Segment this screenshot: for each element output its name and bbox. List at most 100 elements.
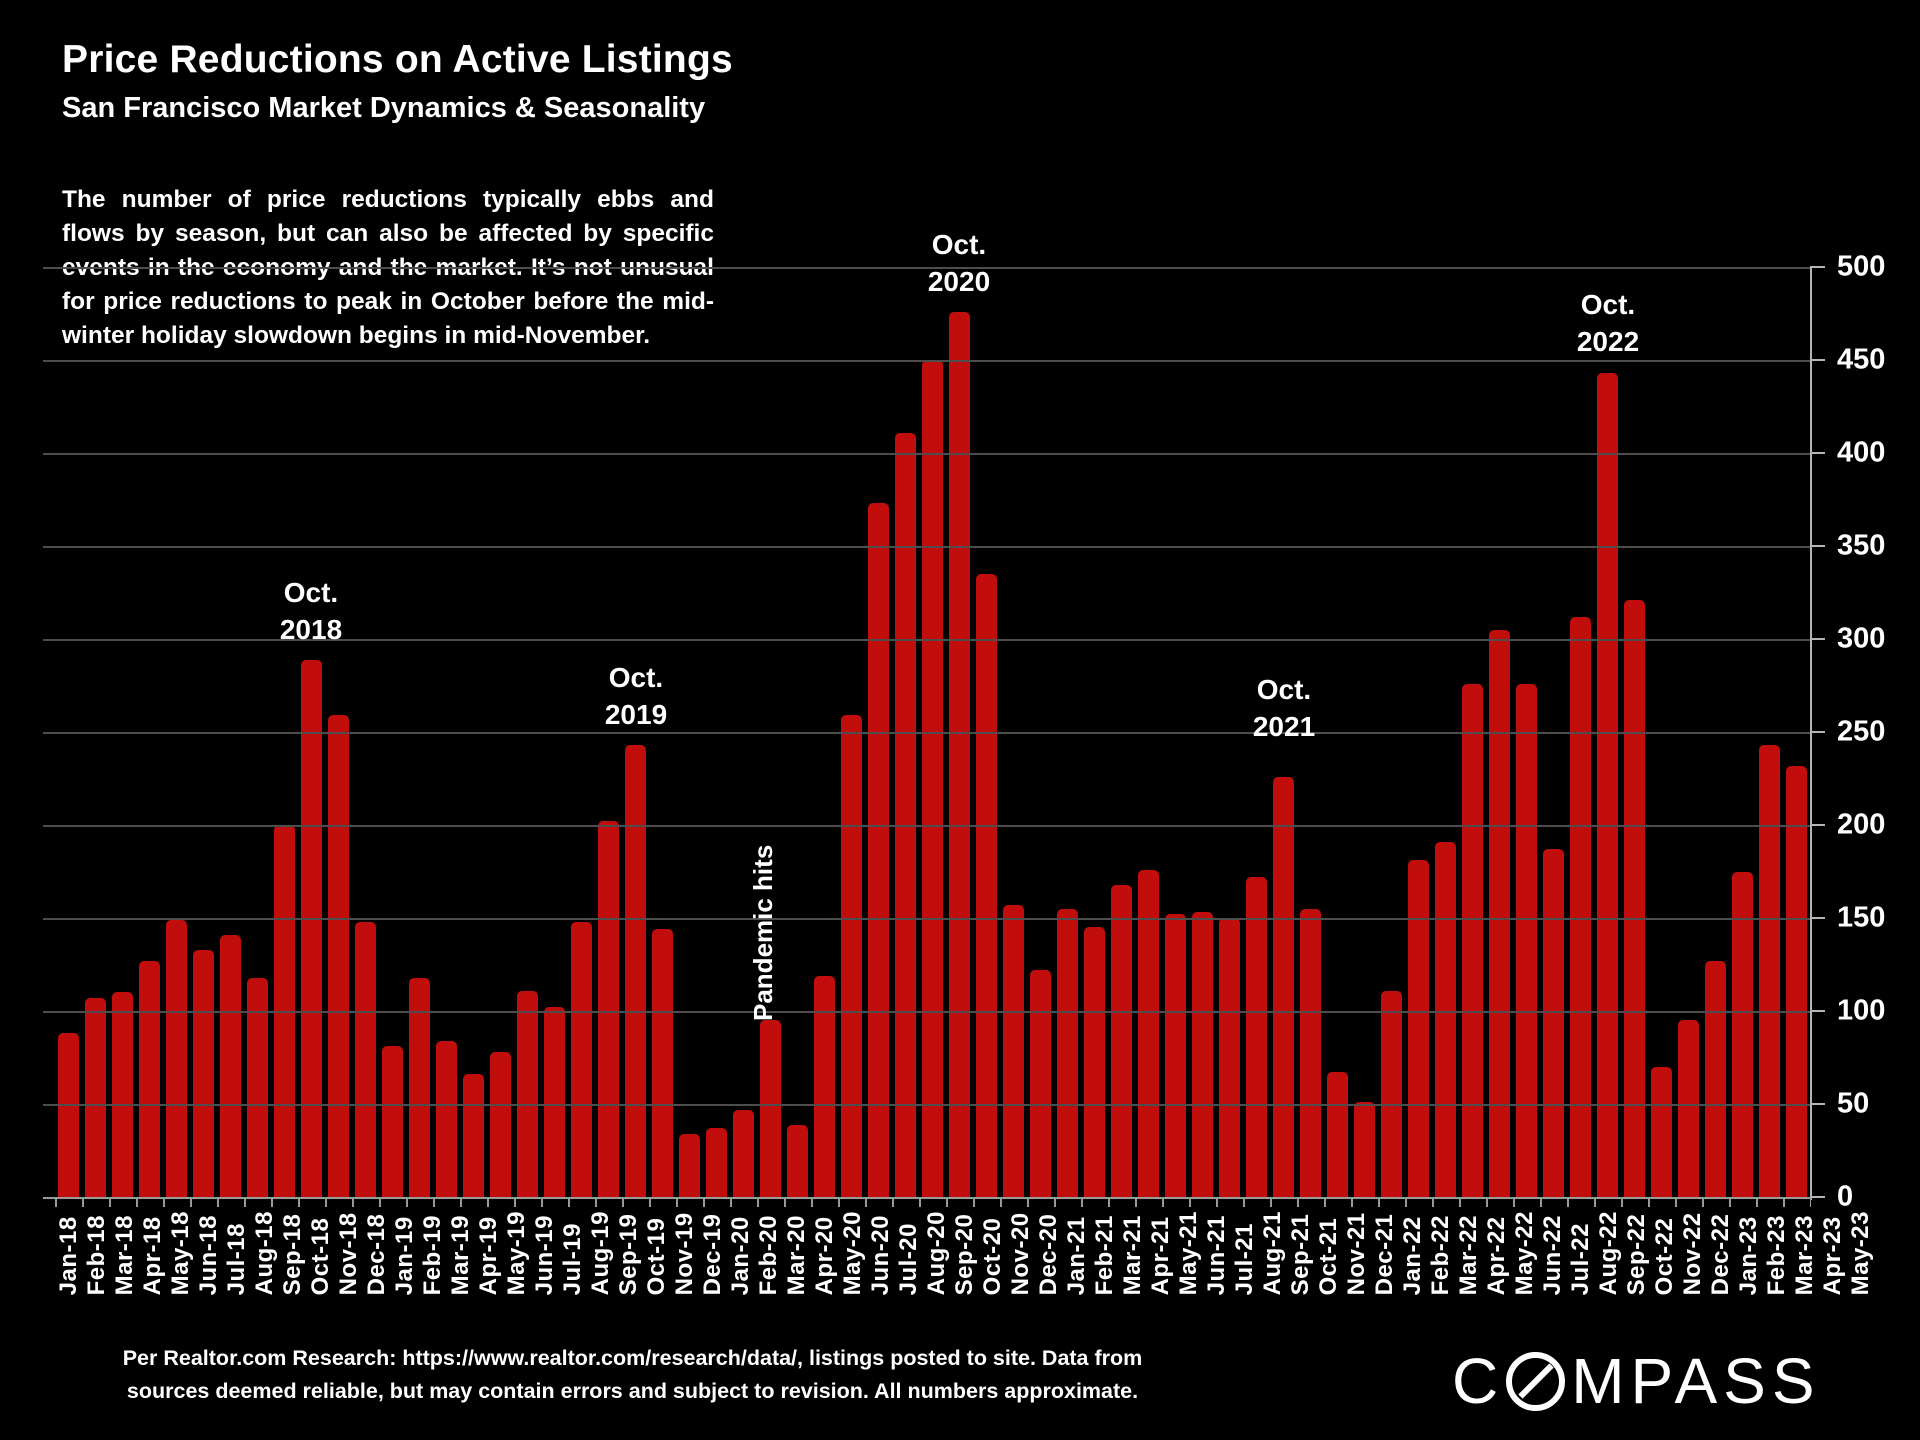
bar-Apr-23	[1759, 745, 1780, 1197]
y-axis-label: 150	[1837, 901, 1886, 934]
x-label-cell: Nov-19	[671, 1211, 699, 1295]
x-axis-label: Oct-21	[1315, 1217, 1342, 1296]
x-axis-label: Jan-21	[1063, 1216, 1090, 1296]
bar-Sep-21	[1246, 877, 1267, 1197]
y-tick-150	[1810, 917, 1825, 919]
bar-Oct-22	[1597, 373, 1618, 1197]
bar-Nov-19	[652, 929, 673, 1197]
x-axis-label: Jan-19	[391, 1216, 418, 1296]
bar-cell	[676, 267, 703, 1197]
x-axis-label: May-23	[1847, 1211, 1874, 1296]
bar-Jan-23	[1678, 1020, 1699, 1197]
x-axis-label: Apr-18	[139, 1216, 166, 1296]
y-axis-label: 0	[1837, 1180, 1854, 1213]
x-label-cell: Mar-18	[111, 1211, 139, 1295]
bar-Jan-19	[382, 1046, 403, 1197]
x-label-cell: Jul-19	[559, 1211, 587, 1295]
bar-cell	[1594, 267, 1621, 1197]
gridline-250	[43, 732, 1810, 734]
bar-Jan-22	[1354, 1102, 1375, 1197]
bar-Jul-19	[544, 1007, 565, 1197]
x-axis-label: Jun-21	[1203, 1215, 1230, 1296]
x-label-cell: May-20	[839, 1211, 867, 1295]
bar-cell	[892, 267, 919, 1197]
x-axis-label: Feb-18	[83, 1215, 110, 1296]
bar-cell	[136, 267, 163, 1197]
x-axis-label: Oct-18	[307, 1217, 334, 1296]
x-axis-label: Feb-20	[755, 1215, 782, 1296]
bar-cell	[730, 267, 757, 1197]
bar-cell	[1243, 267, 1270, 1197]
bar-Apr-19	[463, 1074, 484, 1197]
y-axis-line	[1810, 266, 1812, 1200]
x-label-cell: Apr-23	[1819, 1211, 1847, 1295]
x-label-cell: Aug-22	[1595, 1211, 1623, 1295]
bar-cell	[325, 267, 352, 1197]
bar-cell	[1729, 267, 1756, 1197]
peak-annotation-2018: Oct. 2018	[279, 577, 343, 645]
bar-Feb-20	[733, 1109, 754, 1197]
bar-cell	[541, 267, 568, 1197]
y-tick-400	[1810, 452, 1825, 454]
x-label-cell: Aug-21	[1259, 1211, 1287, 1295]
bar-cell	[757, 267, 784, 1197]
x-label-cell: Jan-23	[1735, 1211, 1763, 1295]
x-axis-label: Mar-18	[111, 1215, 138, 1296]
x-label-cell: May-18	[167, 1211, 195, 1295]
x-axis-label: May-21	[1175, 1211, 1202, 1296]
x-axis-label: Apr-23	[1819, 1216, 1846, 1296]
x-label-cell: Oct-21	[1315, 1211, 1343, 1296]
peak-annotation-2020: Oct. 2020	[927, 229, 991, 297]
x-axis-label: Oct-19	[643, 1217, 670, 1296]
bar-cell	[1351, 267, 1378, 1197]
x-label-cell: Dec-19	[699, 1211, 727, 1296]
bar-cell	[1459, 267, 1486, 1197]
bar-Apr-20	[787, 1124, 808, 1197]
x-label-cell: Nov-20	[1007, 1211, 1035, 1295]
x-axis-label: Dec-19	[699, 1213, 726, 1296]
x-axis-label: Mar-21	[1119, 1215, 1146, 1296]
bar-Feb-21	[1057, 908, 1078, 1197]
bar-cell	[649, 267, 676, 1197]
gridline-450	[43, 360, 1810, 362]
bar-Mar-21	[1084, 927, 1105, 1197]
y-tick-0	[1810, 1196, 1825, 1198]
x-label-cell: Aug-19	[587, 1211, 615, 1295]
bar-May-21	[1138, 869, 1159, 1197]
x-axis-label: May-22	[1511, 1211, 1538, 1296]
bar-Dec-19	[679, 1133, 700, 1197]
y-tick-300	[1810, 638, 1825, 640]
x-axis-label: May-19	[503, 1211, 530, 1296]
x-label-cell: Apr-20	[811, 1211, 839, 1295]
x-label-cell: Dec-20	[1035, 1211, 1063, 1296]
y-axis-label: 300	[1837, 622, 1886, 655]
x-label-cell: Oct-20	[979, 1211, 1007, 1296]
bar-Nov-22	[1624, 599, 1645, 1197]
x-axis-label: Oct-20	[979, 1217, 1006, 1296]
bar-cell	[595, 267, 622, 1197]
x-axis-labels: Jan-18 Feb-18 Mar-18 Apr-18 May-18 Jun-18 Jul-…	[55, 1211, 1874, 1296]
x-label-cell: May-21	[1175, 1211, 1203, 1295]
x-label-cell: May-23	[1847, 1211, 1875, 1295]
x-label-cell: Aug-18	[251, 1211, 279, 1295]
x-label-cell: Feb-23	[1763, 1211, 1791, 1295]
bar-May-19	[490, 1051, 511, 1197]
x-axis-label: Nov-22	[1679, 1212, 1706, 1296]
y-tick-250	[1810, 731, 1825, 733]
bar-Jun-21	[1165, 914, 1186, 1197]
bar-Jul-20	[868, 503, 889, 1197]
bar-cell	[217, 267, 244, 1197]
y-tick-200	[1810, 824, 1825, 826]
x-label-cell: Feb-21	[1091, 1211, 1119, 1295]
x-label-cell: Feb-18	[83, 1211, 111, 1295]
x-axis-ticks	[55, 1198, 1811, 1207]
bar-Aug-21	[1219, 918, 1240, 1197]
bar-cell	[1405, 267, 1432, 1197]
y-tick-50	[1810, 1103, 1825, 1105]
bar-Aug-18	[247, 977, 268, 1197]
x-axis-label: Jul-20	[895, 1223, 922, 1296]
bar-cell	[1189, 267, 1216, 1197]
gridline-350	[43, 546, 1810, 548]
y-axis-label: 350	[1837, 529, 1886, 562]
